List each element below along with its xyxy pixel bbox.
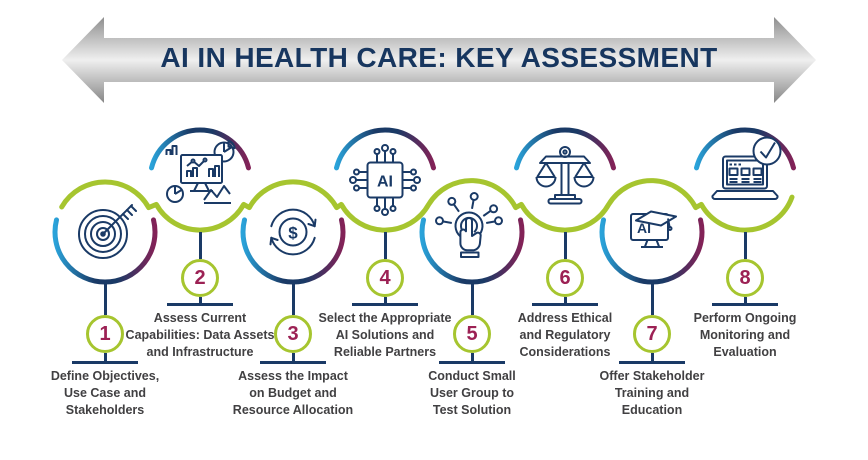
step-connector-bar bbox=[352, 303, 418, 306]
step-connector-line bbox=[650, 283, 654, 315]
ai-chip-icon: AI bbox=[349, 144, 421, 216]
step-connector-line bbox=[743, 232, 747, 259]
step-connector-stub bbox=[650, 353, 654, 362]
step-connector-stub bbox=[198, 297, 202, 304]
user-testing-icon bbox=[435, 192, 503, 258]
step-label: Address Ethical and Regulatory Considera… bbox=[517, 311, 613, 359]
step-connector-stub bbox=[383, 297, 387, 304]
step-number-badge: 4 bbox=[366, 259, 404, 297]
step-label: Assess Current Capabilities: Data Assets… bbox=[125, 311, 275, 359]
training-icon: AI bbox=[630, 210, 677, 248]
step-connector-bar bbox=[260, 361, 326, 364]
wave-line bbox=[59, 178, 795, 233]
step-number: 4 bbox=[379, 266, 391, 289]
analytics-icon bbox=[165, 139, 236, 204]
step-connector-bar bbox=[167, 303, 233, 306]
step-connector-bar bbox=[72, 361, 138, 364]
step-number-badge: 3 bbox=[274, 315, 312, 353]
step-number-badge: 1 bbox=[86, 315, 124, 353]
step-number: 8 bbox=[739, 266, 751, 289]
step-connector-line bbox=[291, 283, 295, 315]
ethics-scale-icon bbox=[535, 146, 595, 205]
step-connector-line bbox=[198, 232, 202, 259]
step-connector-stub bbox=[563, 297, 567, 304]
step-connector-stub bbox=[743, 297, 747, 304]
step-number: 5 bbox=[466, 322, 478, 345]
banner-arrow bbox=[62, 17, 816, 103]
step-connector-stub bbox=[103, 353, 107, 362]
step-number: 7 bbox=[646, 322, 658, 345]
banner-title: AI IN HEALTH CARE: KEY ASSESSMENT bbox=[160, 42, 718, 73]
step-label: Select the Appropriate AI Solutions and … bbox=[318, 311, 452, 359]
monitoring-icon bbox=[711, 136, 782, 200]
step-connector-line bbox=[383, 232, 387, 259]
ai-glyph: AI bbox=[637, 220, 651, 236]
target-icon bbox=[78, 204, 137, 259]
step-connector-line bbox=[563, 232, 567, 259]
step-number: 3 bbox=[287, 322, 299, 345]
step-number: 1 bbox=[99, 322, 111, 345]
circle-arcs bbox=[52, 127, 796, 285]
ai-glyph: AI bbox=[377, 174, 393, 191]
step-connector-bar bbox=[532, 303, 598, 306]
step-connector-bar bbox=[712, 303, 778, 306]
step-connector-bar bbox=[439, 361, 505, 364]
step-number-badge: 2 bbox=[181, 259, 219, 297]
step-label: Conduct Small User Group to Test Solutio… bbox=[428, 369, 516, 417]
budget-cycle-icon: $ bbox=[269, 208, 317, 256]
step-connector-stub bbox=[470, 353, 474, 362]
step-number: 2 bbox=[194, 266, 206, 289]
step-label: Perform Ongoing Monitoring and Evaluatio… bbox=[693, 311, 797, 359]
dollar-glyph: $ bbox=[288, 224, 298, 243]
step-number-badge: 7 bbox=[633, 315, 671, 353]
step-number: 6 bbox=[559, 266, 571, 289]
step-connector-line bbox=[470, 283, 474, 315]
step-connector-stub bbox=[291, 353, 295, 362]
step-number-badge: 6 bbox=[546, 259, 584, 297]
step-number-badge: 8 bbox=[726, 259, 764, 297]
step-label: Assess the Impact on Budget and Resource… bbox=[232, 369, 354, 417]
step-connector-bar bbox=[619, 361, 685, 364]
step-label: Define Objectives, Use Case and Stakehol… bbox=[50, 369, 160, 417]
step-connector-line bbox=[103, 283, 107, 315]
step-number-badge: 5 bbox=[453, 315, 491, 353]
step-label: Offer Stakeholder Training and Education bbox=[599, 369, 705, 417]
